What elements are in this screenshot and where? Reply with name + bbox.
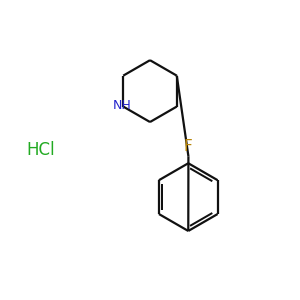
Text: NH: NH [112, 99, 131, 112]
Text: HCl: HCl [26, 141, 55, 159]
Text: F: F [184, 140, 193, 154]
